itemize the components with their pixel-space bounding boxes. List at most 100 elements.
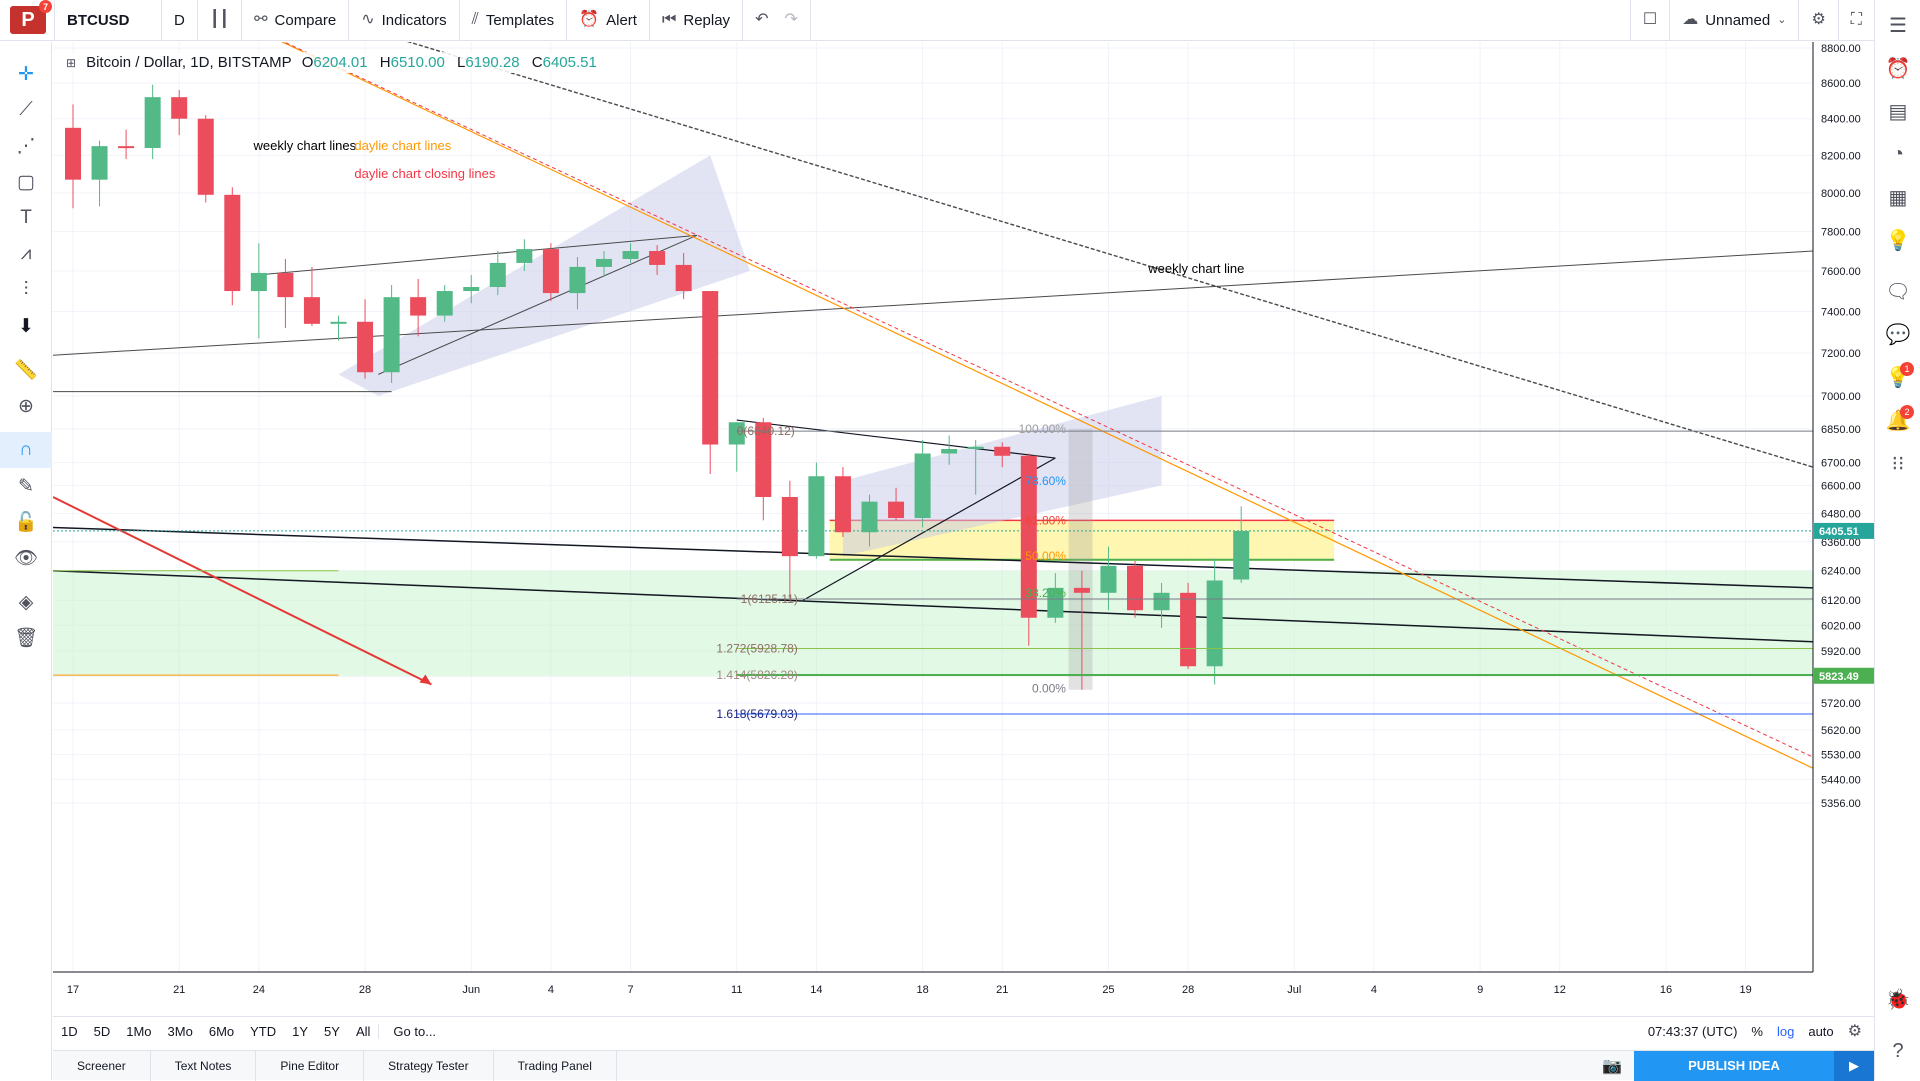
range-5d[interactable]: 5D (93, 1024, 111, 1039)
maximize-button[interactable]: ⛶ (1839, 0, 1874, 41)
zoom-in-icon: ⊕ (18, 395, 34, 417)
shapes-tool[interactable]: ▢ (0, 164, 52, 200)
order-panel-button[interactable]: ⁝⁝ (1875, 442, 1920, 485)
prediction-tool[interactable]: ⫶ (0, 272, 52, 308)
tab-screener[interactable]: Screener (53, 1050, 151, 1081)
settings-button[interactable]: ⚙ (1799, 0, 1839, 41)
range-ytd[interactable]: YTD (250, 1024, 277, 1039)
tab-trading-panel[interactable]: Trading Panel (494, 1050, 617, 1081)
price-chart[interactable]: 0(6840.12) 1(6125.11) 1.272(5928.78) 1.414(… (53, 42, 1874, 1008)
candle (702, 291, 719, 445)
goto-button[interactable]: Go to... (378, 1024, 444, 1039)
hotlist-icon: ◔ (1891, 143, 1905, 165)
indicators-button[interactable]: ∿ Indicators (349, 0, 460, 41)
magnet-icon: ∩ (19, 439, 33, 460)
alert-button[interactable]: ⏰ Alert (567, 0, 650, 41)
fib-level-label: 0(6840.12) (737, 424, 795, 438)
publish-idea-button[interactable]: PUBLISH IDEA (1634, 1050, 1834, 1081)
text-tool[interactable]: T (0, 200, 52, 236)
candle (675, 264, 692, 292)
range-5y[interactable]: 5Y (324, 1024, 340, 1039)
lock-tool[interactable]: 🔓 (0, 504, 52, 540)
legend-title: Bitcoin / Dollar, 1D, BITSTAMP (86, 54, 292, 71)
bug-report-button[interactable]: 🐞 (1875, 978, 1920, 1021)
logo[interactable]: P 7 (10, 0, 52, 34)
candle (516, 249, 533, 263)
crosshair-tool[interactable]: ✛ (0, 56, 52, 92)
alerts-button[interactable]: ⏰ (1875, 47, 1920, 90)
clock[interactable]: 07:43:37 (UTC) (1647, 1024, 1738, 1039)
interval-button[interactable]: D (162, 0, 198, 41)
annotation-text: weekly chart lines (253, 138, 357, 153)
data-window-icon: ▤ (1888, 101, 1908, 123)
pattern-tool[interactable]: ⩘ (0, 236, 52, 272)
chart-legend: ⊞ Bitcoin / Dollar, 1D, BITSTAMP O6204.0… (62, 52, 609, 73)
chart-style-button[interactable]: ┃┃ (198, 0, 243, 41)
compare-button[interactable]: ⚯ Compare (242, 0, 350, 41)
gear-icon[interactable]: ⚙ (1847, 1022, 1862, 1040)
layout-button[interactable]: ☁ Unnamed ⌄ (1670, 0, 1800, 41)
candle (861, 501, 878, 533)
log-toggle[interactable]: log (1776, 1024, 1795, 1039)
candle (1073, 587, 1090, 593)
order-panel-icon: ⁝⁝ (1891, 453, 1905, 475)
camera-icon[interactable]: 📷 (1602, 1057, 1622, 1075)
candle (569, 266, 586, 294)
ruler-tool[interactable]: 📏 (0, 352, 52, 388)
calendar-button[interactable]: ▦ (1875, 176, 1920, 219)
range-1d[interactable]: 1D (61, 1024, 78, 1039)
hide-tool[interactable]: 👁 (0, 540, 52, 576)
magnet-tool[interactable]: ∩ (0, 432, 52, 468)
range-1mo[interactable]: 1Mo (126, 1024, 152, 1039)
fib-tool[interactable]: ⋰ (0, 128, 52, 164)
annotation-text: weekly chart line (1147, 261, 1244, 276)
tab-strategy-tester[interactable]: Strategy Tester (364, 1050, 494, 1081)
symbol-search[interactable]: BTCUSD (54, 0, 162, 41)
fullscreen-toggle[interactable]: ☐ (1629, 0, 1671, 41)
private-chats-button[interactable]: 💬 (1875, 313, 1920, 356)
redo-button[interactable]: ↷ (772, 0, 811, 41)
chats-button[interactable]: 🗨 (1875, 270, 1920, 313)
list-icon: ☰ (1889, 15, 1907, 37)
arrow-tool[interactable]: ⬇ (0, 308, 52, 344)
auto-toggle[interactable]: auto (1808, 1024, 1834, 1039)
my-ideas-button[interactable]: 💡 1 (1875, 356, 1920, 399)
bug-icon: 🐞 (1885, 989, 1911, 1011)
candle (1020, 455, 1037, 618)
alarm-clock-icon: ⏰ (579, 11, 600, 28)
hotlists-button[interactable]: ◔ (1875, 133, 1920, 176)
remove-tool[interactable]: 🗑 (0, 620, 52, 656)
candle (357, 321, 374, 373)
percent-toggle[interactable]: % (1751, 1024, 1763, 1039)
range-3mo[interactable]: 3Mo (167, 1024, 193, 1039)
notifications-button[interactable]: 🔔 2 (1875, 399, 1920, 442)
high-label: H (379, 54, 391, 71)
zoom-tool[interactable]: ⊕ (0, 388, 52, 424)
drawing-toolbar: ✛ ⟋ ⋰ ▢ T ⩘ ⫶ ⬇ 📏 ⊕ ∩ ✎ 🔓 👁 ◈ 🗑 (0, 42, 52, 1080)
object-tree-tool[interactable]: ◈ (0, 584, 52, 620)
price-axis: 8800.00 8600.00 8400.00 8200.00 8000.00 7800.… (1812, 42, 1874, 972)
range-all[interactable]: All (355, 1024, 371, 1039)
undo-button[interactable]: ↶ (743, 0, 772, 41)
candle (1180, 592, 1197, 667)
help-button[interactable]: ? (1875, 1030, 1920, 1073)
tab-text-notes[interactable]: Text Notes (151, 1050, 257, 1081)
templates-button[interactable]: ⫽ Templates (460, 0, 568, 41)
tab-pine-editor[interactable]: Pine Editor (256, 1050, 365, 1081)
candle (1206, 580, 1223, 667)
price-tick-label: 6240.00 (1821, 566, 1861, 578)
replay-button[interactable]: ⏮ Replay (650, 0, 744, 41)
range-6mo[interactable]: 6Mo (208, 1024, 235, 1039)
collapse-icon[interactable]: ⊞ (66, 55, 77, 70)
play-icon[interactable]: ▶ (1834, 1050, 1874, 1081)
time-tick-label: 4 (1371, 984, 1377, 996)
draw-mode-tool[interactable]: ✎ (0, 468, 52, 504)
candle (330, 321, 347, 324)
ideas-stream-button[interactable]: 💡 (1875, 219, 1920, 262)
range-1y[interactable]: 1Y (292, 1024, 309, 1039)
data-window-button[interactable]: ▤ (1875, 90, 1920, 133)
range-bar: 1D 5D 1Mo 3Mo 6Mo YTD 1Y 5Y All Go to...… (53, 1016, 1874, 1046)
watchlist-button[interactable]: ☰ (1875, 4, 1920, 47)
trendline-tool[interactable]: ⟋ (0, 92, 52, 128)
prediction-icon: ⫶ (23, 279, 29, 300)
